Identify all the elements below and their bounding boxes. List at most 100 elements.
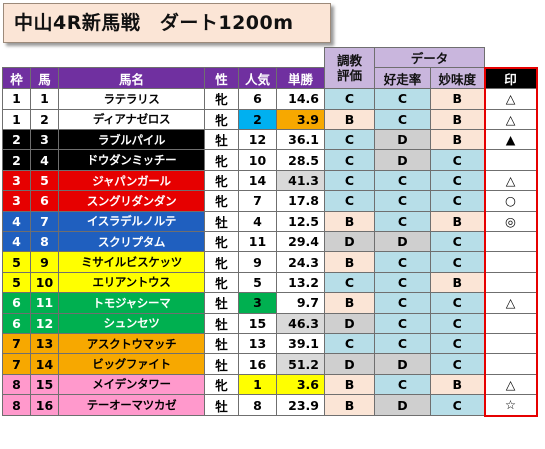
horse-no-cell: 12: [30, 312, 59, 334]
table-row: 5 10 エリアントウス牝 5 13.2 C C B: [2, 271, 538, 294]
table-row: 2 3 ラブルパイル牡 12 36.1 C D B ▲: [2, 129, 538, 151]
training-grade-cell: B: [324, 251, 375, 273]
horse-name-cell: ディアナゼロス: [58, 108, 205, 131]
horse-no-cell: 5: [30, 169, 59, 192]
mark-cell: ◎: [483, 210, 538, 233]
horse-no-cell: 2: [30, 108, 59, 131]
horse-no-cell: 16: [30, 394, 59, 417]
popularity-cell: 15: [238, 312, 277, 334]
frame-cell: 4: [2, 210, 31, 233]
header-win-rate: 好走率: [374, 67, 431, 90]
sex-cell: 牡: [204, 394, 239, 417]
training-grade-cell: C: [324, 88, 375, 110]
training-grade-cell: D: [324, 353, 375, 375]
frame-cell: 1: [2, 108, 31, 131]
frame-cell: 7: [2, 332, 31, 355]
header-taste: 妙味度: [430, 67, 485, 90]
horse-no-cell: 4: [30, 149, 59, 171]
sex-cell: 牡: [204, 210, 239, 233]
horse-name-cell: アスクトウマッチ: [58, 332, 205, 355]
win-rate-cell: D: [374, 231, 431, 253]
win-rate-cell: C: [374, 312, 431, 334]
header-row: 枠 馬 馬名 性 人気 単勝 好走率 妙味度 印: [2, 66, 538, 90]
sex-cell: 牝: [204, 88, 239, 110]
horse-name-cell: ラテラリス: [58, 88, 205, 110]
frame-cell: 3: [2, 190, 31, 212]
horse-no-cell: 1: [30, 88, 59, 110]
odds-cell: 13.2: [276, 271, 325, 294]
mark-cell: [483, 149, 538, 171]
training-grade-cell: C: [324, 190, 375, 212]
training-grade-cell: B: [324, 210, 375, 233]
horse-no-cell: 15: [30, 373, 59, 396]
header-training: 調教 評価: [324, 46, 375, 90]
sex-cell: 牝: [204, 251, 239, 273]
horse-name-cell: シュンセツ: [58, 312, 205, 334]
taste-cell: C: [430, 190, 485, 212]
sex-cell: 牝: [204, 373, 239, 396]
taste-cell: B: [430, 108, 485, 131]
mark-cell: △: [483, 108, 538, 131]
horse-name-cell: ジャパンガール: [58, 169, 205, 192]
race-title: 中山4R新馬戦 ダート1200m: [3, 3, 331, 43]
win-rate-cell: C: [374, 210, 431, 233]
win-rate-cell: C: [374, 251, 431, 273]
horse-name-cell: ミサイルビスケッツ: [58, 251, 205, 273]
win-rate-cell: C: [374, 190, 431, 212]
horse-name-cell: テーオーマツカゼ: [58, 394, 205, 417]
popularity-cell: 13: [238, 332, 277, 355]
popularity-cell: 11: [238, 231, 277, 253]
header-odds: 単勝: [276, 67, 325, 90]
header-training-line1: 調教: [336, 53, 362, 69]
sex-cell: 牝: [204, 231, 239, 253]
win-rate-cell: C: [374, 332, 431, 355]
win-rate-cell: C: [374, 373, 431, 396]
odds-cell: 24.3: [276, 251, 325, 273]
horse-name-cell: トモジャシーマ: [58, 292, 205, 314]
popularity-cell: 7: [238, 190, 277, 212]
horse-no-cell: 8: [30, 231, 59, 253]
table-row: 6 12 シュンセツ牡 15 46.3 D C C: [2, 312, 538, 334]
odds-cell: 23.9: [276, 394, 325, 417]
frame-cell: 4: [2, 231, 31, 253]
horse-name-cell: イスラデルノルテ: [58, 210, 205, 233]
odds-cell: 28.5: [276, 149, 325, 171]
win-rate-cell: C: [374, 108, 431, 131]
frame-cell: 5: [2, 251, 31, 273]
training-grade-cell: C: [324, 271, 375, 294]
taste-cell: C: [430, 292, 485, 314]
training-grade-cell: C: [324, 169, 375, 192]
horse-no-cell: 3: [30, 129, 59, 151]
taste-cell: B: [430, 129, 485, 151]
header-row-top: 調教 評価 データ: [3, 46, 537, 90]
header-horse-no: 馬: [30, 67, 59, 90]
mark-cell: △: [483, 169, 538, 192]
odds-cell: 36.1: [276, 129, 325, 151]
horse-no-cell: 13: [30, 332, 59, 355]
frame-cell: 2: [2, 149, 31, 171]
sex-cell: 牡: [204, 312, 239, 334]
horse-name-cell: スングリダンダン: [58, 190, 205, 212]
popularity-cell: 16: [238, 353, 277, 375]
race-table: 調教 評価 データ 枠 馬 馬名 性 人気 単勝 好走率 妙味度 印 1 1 ラテラ…: [2, 46, 538, 417]
table-row: 4 7 イスラデルノルテ牡 4 12.5 B C B ◎: [2, 210, 538, 233]
frame-cell: 7: [2, 353, 31, 375]
frame-cell: 5: [2, 271, 31, 294]
odds-cell: 9.7: [276, 292, 325, 314]
popularity-cell: 8: [238, 394, 277, 417]
training-grade-cell: B: [324, 394, 375, 417]
table-row: 7 14 ビッグファイト牡 16 51.2 D D C: [2, 353, 538, 375]
odds-cell: 12.5: [276, 210, 325, 233]
win-rate-cell: D: [374, 353, 431, 375]
table-row: 1 1 ラテラリス牝 6 14.6 C C B △: [2, 88, 538, 110]
training-grade-cell: C: [324, 149, 375, 171]
table-row: 7 13 アスクトウマッチ牡 13 39.1 C C C: [2, 332, 538, 355]
win-rate-cell: C: [374, 292, 431, 314]
taste-cell: C: [430, 332, 485, 355]
header-data-group: データ: [374, 46, 485, 69]
frame-cell: 6: [2, 312, 31, 334]
mark-cell: ☆: [483, 394, 538, 417]
training-grade-cell: B: [324, 373, 375, 396]
table-row: 4 8 スクリプタム牝 11 29.4 D D C: [2, 231, 538, 253]
taste-cell: C: [430, 312, 485, 334]
